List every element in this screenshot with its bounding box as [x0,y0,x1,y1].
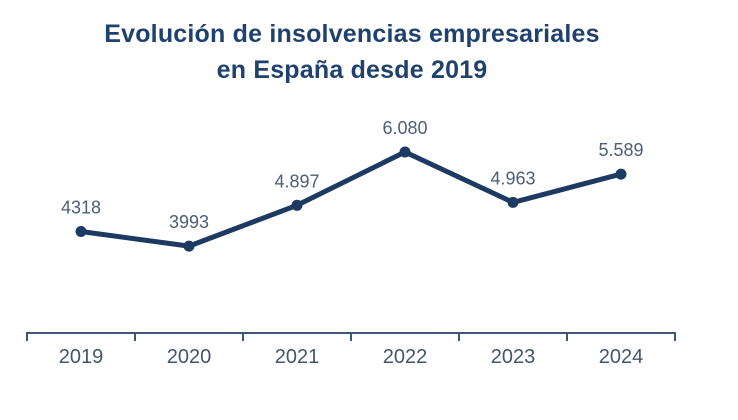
chart-title-line2: en España desde 2019 [216,56,488,84]
x-tick-label-2024: 2024 [599,346,644,368]
x-tick-label-2020: 2020 [167,346,212,368]
x-axis [26,332,676,341]
x-tick-label-2022: 2022 [383,346,428,368]
data-point-2024 [615,168,627,180]
data-label-2023: 4.963 [490,168,535,188]
data-point-2023 [507,196,519,208]
data-point-2020 [183,240,195,252]
data-line [78,149,624,249]
data-label-2021: 4.897 [274,171,319,191]
chart-title: Evolución de insolvencias empresariales … [0,16,704,88]
data-label-2024: 5.589 [598,140,643,160]
data-point-2019 [75,226,87,237]
chart-title-line1: Evolución de insolvencias empresariales [104,20,600,48]
data-label-2019: 4318 [61,198,101,218]
data-point-2022 [399,146,411,158]
x-tick-label-2021: 2021 [275,346,320,368]
x-tick-label-2023: 2023 [491,346,536,368]
x-tick-label-2019: 2019 [59,346,104,368]
data-point-2021 [291,199,303,211]
data-label-2022: 6.080 [382,118,427,138]
data-label-2020: 3993 [169,212,209,232]
